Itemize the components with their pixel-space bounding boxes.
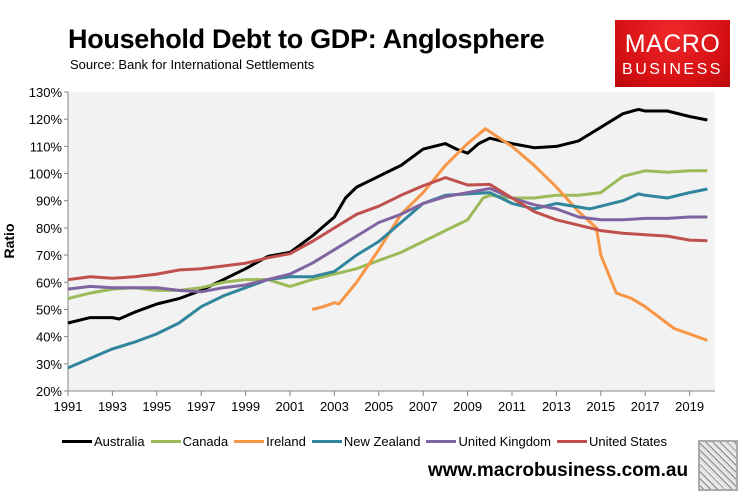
x-tick-label: 1991 [54,399,83,414]
plot-area [68,92,715,391]
y-tick-label: 80% [36,221,62,236]
series-line-ireland [311,127,708,342]
series-line-new-zealand [67,187,708,370]
x-tick-label: 2001 [276,399,305,414]
legend-item: Canada [150,434,229,449]
legend: Australia Canada Ireland New Zealand United … [62,434,667,449]
x-tick-label: 2005 [364,399,393,414]
legend-label: Ireland [266,434,306,449]
y-tick-label: 50% [36,302,62,317]
x-tick-label: 2013 [542,399,571,414]
legend-item: United Kingdom [426,434,551,449]
series-line-united-states [67,176,708,282]
legend-label: Canada [182,434,229,449]
legend-swatch [62,440,92,443]
legend-item: Ireland [234,434,306,449]
y-tick-label: 100% [29,167,63,182]
chart-title: Household Debt to GDP: Anglosphere [68,24,545,54]
y-tick-label: 70% [36,248,62,263]
x-tick-label: 2017 [631,399,660,414]
y-tick-label: 30% [36,357,62,372]
legend-swatch [234,440,265,443]
y-tick-label: 120% [29,112,63,127]
x-tick-label: 1995 [142,399,171,414]
legend-swatch [426,440,457,443]
x-tick-label: 1999 [231,399,260,414]
legend-swatch [556,440,587,443]
y-tick-label: 130% [29,85,63,100]
y-axis-label: Ratio [1,224,17,259]
legend-label: United States [588,434,668,449]
x-tick-label: 2007 [409,399,438,414]
chart-subtitle: Source: Bank for International Settlemen… [70,57,315,72]
series-line-united-kingdom [67,187,708,294]
legend-label: United Kingdom [458,434,551,449]
y-tick-label: 90% [36,194,62,209]
x-tick-label: 2009 [453,399,482,414]
legend-item: New Zealand [311,434,421,449]
y-tick-label: 110% [30,139,63,154]
series-line-australia [67,107,708,325]
x-tick-label: 2019 [675,399,704,414]
y-tick-label: 40% [36,330,62,345]
website-url: www.macrobusiness.com.au [428,460,689,481]
legend-label: Australia [94,434,145,449]
legend-label: New Zealand [343,434,421,449]
wolf-logo-image [698,440,738,491]
y-tick-label: 20% [36,384,62,399]
macrobusiness-logo: MACRO BUSINESS [615,20,730,87]
x-tick-label: 2015 [586,399,615,414]
legend-swatch [311,440,342,443]
x-tick-label: 1997 [187,399,216,414]
logo-line1: MACRO [624,30,721,58]
legend-item: United States [556,434,668,449]
logo-line2: BUSINESS [622,61,723,78]
legend-item: Australia [62,434,145,449]
legend-swatch [150,440,181,443]
x-tick-label: 2011 [498,399,526,414]
y-tick-label: 60% [36,275,62,290]
x-tick-label: 2003 [320,399,349,414]
x-tick-label: 1993 [98,399,127,414]
line-chart: 20% 30% 40% 50% 60% 70% 80% 90% 100% 110% 120% 130%… [1,85,715,414]
